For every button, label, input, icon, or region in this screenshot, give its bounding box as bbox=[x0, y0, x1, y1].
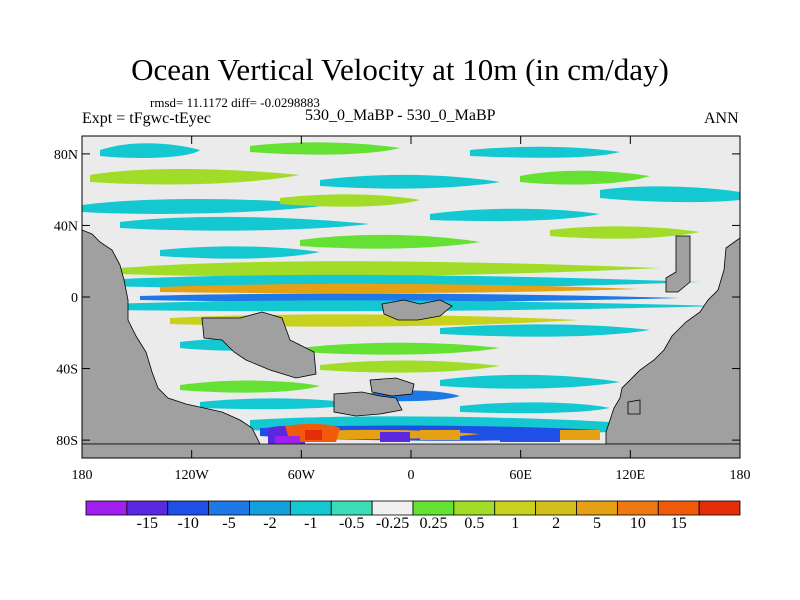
land-east-continent bbox=[605, 237, 740, 445]
velocity-patch bbox=[420, 430, 460, 440]
velocity-patch bbox=[120, 261, 660, 277]
velocity-patch bbox=[180, 380, 320, 393]
experiment-label: Expt = tFgwc-tEyec bbox=[82, 110, 211, 127]
land-inland-block bbox=[201, 311, 317, 379]
velocity-patch bbox=[380, 432, 410, 442]
colorbar-swatch bbox=[126, 500, 169, 516]
colorbar-swatch bbox=[85, 500, 128, 516]
colorbar-swatch bbox=[330, 500, 373, 516]
land-west-continent bbox=[82, 229, 261, 445]
colorbar-swatch bbox=[535, 500, 577, 516]
colorbar-swatch bbox=[698, 500, 741, 516]
velocity-patch bbox=[305, 430, 322, 440]
lon-tick-label: 60E bbox=[509, 468, 532, 483]
velocity-patch bbox=[440, 324, 650, 337]
land-island-south bbox=[333, 391, 403, 417]
velocity-patch bbox=[300, 342, 500, 355]
land-island-small bbox=[369, 377, 415, 397]
colorbar-swatch bbox=[576, 500, 618, 516]
season-label: ANN bbox=[704, 110, 739, 127]
colorbar-swatch bbox=[371, 500, 414, 516]
colorbar-label: 0.25 bbox=[419, 515, 448, 532]
velocity-patch bbox=[82, 198, 330, 214]
lon-tick-label: 120W bbox=[175, 468, 210, 483]
lat-tick-label: 0 bbox=[71, 291, 78, 306]
colorbar-label: -0.25 bbox=[375, 515, 410, 532]
colorbar-label: 5 bbox=[592, 515, 601, 532]
colorbar-label: 1 bbox=[511, 515, 520, 532]
velocity-patch bbox=[600, 186, 740, 203]
colorbar-swatch bbox=[453, 500, 496, 516]
velocity-patch bbox=[320, 360, 500, 373]
velocity-patch bbox=[90, 168, 300, 185]
colorbar-label: -1 bbox=[304, 515, 318, 532]
colorbar-label: 10 bbox=[629, 515, 646, 532]
velocity-patch bbox=[100, 143, 200, 158]
colorbar-label: -10 bbox=[177, 515, 199, 532]
velocity-patch bbox=[200, 398, 360, 410]
lat-tick-label: 40S bbox=[56, 363, 78, 378]
land-islet bbox=[627, 399, 641, 415]
lat-tick-label: 80S bbox=[56, 434, 78, 449]
velocity-patch bbox=[275, 436, 300, 444]
colorbar-swatch bbox=[494, 500, 537, 516]
colorbar-label: -5 bbox=[222, 515, 236, 532]
colorbar-label: -0.5 bbox=[339, 515, 365, 532]
velocity-patch bbox=[160, 246, 320, 259]
colorbar-swatch bbox=[657, 500, 700, 516]
stats-line: rmsd= 11.1172 diff= -0.0298883 bbox=[150, 95, 320, 110]
velocity-patch bbox=[300, 234, 480, 249]
lat-tick-label: 80N bbox=[54, 148, 78, 163]
colorbar-swatch bbox=[249, 500, 291, 516]
lon-tick-label: 60W bbox=[288, 468, 316, 483]
colorbar-swatch bbox=[208, 500, 250, 516]
velocity-patch bbox=[430, 208, 600, 222]
colorbar-label: -15 bbox=[136, 515, 158, 532]
period-label: 530_0_MaBP - 530_0_MaBP bbox=[305, 107, 496, 124]
velocity-patch bbox=[470, 146, 620, 158]
colorbar-swatch bbox=[616, 500, 659, 516]
velocity-patch bbox=[160, 283, 640, 294]
velocity-patch bbox=[140, 293, 680, 303]
velocity-patch bbox=[280, 194, 420, 207]
velocity-patch bbox=[550, 226, 700, 239]
velocity-patch bbox=[440, 374, 620, 389]
lon-tick-label: 0 bbox=[408, 468, 415, 483]
map-title: Ocean Vertical Velocity at 10m (in cm/da… bbox=[131, 52, 669, 87]
velocity-patch bbox=[120, 216, 370, 231]
colorbar-label: 15 bbox=[670, 515, 687, 532]
velocity-patch bbox=[250, 142, 400, 155]
colorbar-swatch bbox=[412, 500, 455, 516]
velocity-patch bbox=[500, 432, 560, 442]
lon-tick-label: 180 bbox=[72, 468, 93, 483]
colorbar-label: -2 bbox=[263, 515, 277, 532]
velocity-patch bbox=[520, 170, 650, 185]
colorbar-label: 2 bbox=[552, 515, 561, 532]
colorbar-swatch bbox=[289, 500, 332, 516]
land-island-equatorial bbox=[381, 299, 453, 321]
lon-tick-label: 180 bbox=[730, 468, 751, 483]
lon-tick-label: 120E bbox=[616, 468, 646, 483]
velocity-patch bbox=[460, 402, 610, 414]
velocity-patch bbox=[560, 430, 600, 440]
land-east-peninsula bbox=[665, 235, 691, 293]
velocity-patch bbox=[320, 174, 500, 189]
colorbar-label: 0.5 bbox=[464, 515, 485, 532]
lat-tick-label: 40N bbox=[54, 219, 78, 234]
colorbar-swatch bbox=[167, 500, 210, 516]
